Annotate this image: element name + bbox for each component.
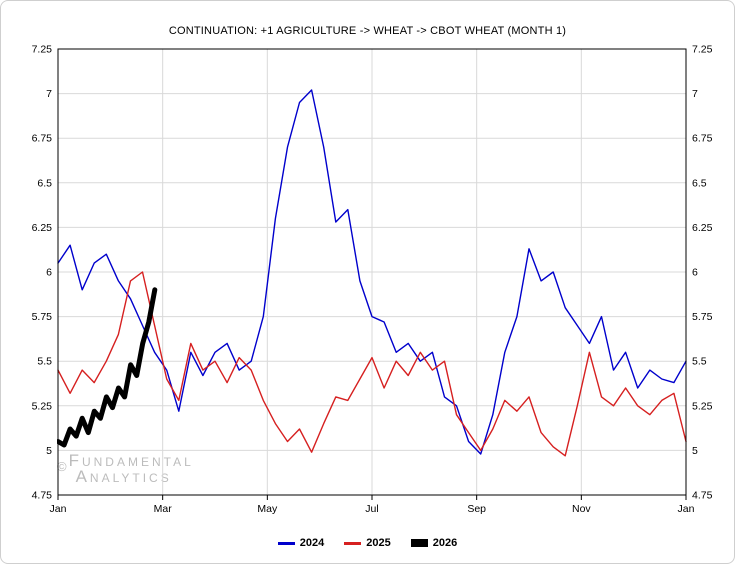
legend-swatch-2024 <box>277 541 295 545</box>
y-axis-label-left: 6.25 <box>32 222 53 234</box>
y-axis-label-right: 7.25 <box>692 44 713 56</box>
y-axis-label-left: 4.75 <box>32 490 53 502</box>
y-axis-label-right: 6 <box>692 267 698 279</box>
legend-label-2024: 2024 <box>299 537 325 549</box>
y-axis-label-right: 6.25 <box>692 222 713 234</box>
y-axis-label-left: 6.75 <box>32 133 53 145</box>
legend-swatch-2026 <box>410 539 428 547</box>
legend-label-2026: 2026 <box>432 537 458 549</box>
legend-item-2025[interactable]: 2025 <box>344 537 391 549</box>
x-axis-label: Jan <box>50 503 67 515</box>
x-axis-label: May <box>257 503 278 515</box>
y-axis-label-left: 6.5 <box>37 177 52 189</box>
series-2026-line <box>57 287 158 448</box>
y-axis-label-left: 5 <box>46 445 52 457</box>
y-axis-label-right: 4.75 <box>692 490 713 502</box>
x-axis-label: Nov <box>572 503 591 515</box>
y-axis-label-right: 5 <box>692 445 698 457</box>
y-axis-label-right: 7 <box>692 88 698 100</box>
y-axis-label-left: 6 <box>46 267 52 279</box>
y-axis-label-right: 5.5 <box>692 356 707 368</box>
legend-label-2025: 2025 <box>366 537 391 549</box>
chart-title: CONTINUATION: +1 AGRICULTURE -> WHEAT ->… <box>168 25 567 37</box>
y-axis-label-right: 5.25 <box>692 400 713 412</box>
y-axis-label-left: 5.5 <box>37 356 52 368</box>
legend-item-2024[interactable]: 2024 <box>277 537 325 549</box>
y-axis-label-right: 6.75 <box>692 133 713 145</box>
plot-border <box>57 48 687 496</box>
y-axis-label-left: 5.75 <box>32 311 53 323</box>
x-axis-label: Jul <box>365 503 378 515</box>
series-2025-line <box>57 271 687 457</box>
y-axis-label-left: 5.25 <box>32 400 53 412</box>
y-axis-label-left: 7 <box>46 88 52 100</box>
legend: 2024 2025 2026 <box>1 537 734 549</box>
x-axis-label: Jan <box>678 503 695 515</box>
y-axis-label-left: 7.25 <box>32 44 53 56</box>
x-axis-label: Mar <box>154 503 173 515</box>
x-axis-label: Sep <box>467 503 486 515</box>
legend-item-2026[interactable]: 2026 <box>410 537 458 549</box>
legend-swatch-2025 <box>344 541 362 545</box>
y-axis-label-right: 6.5 <box>692 177 707 189</box>
y-axis-label-right: 5.75 <box>692 311 713 323</box>
